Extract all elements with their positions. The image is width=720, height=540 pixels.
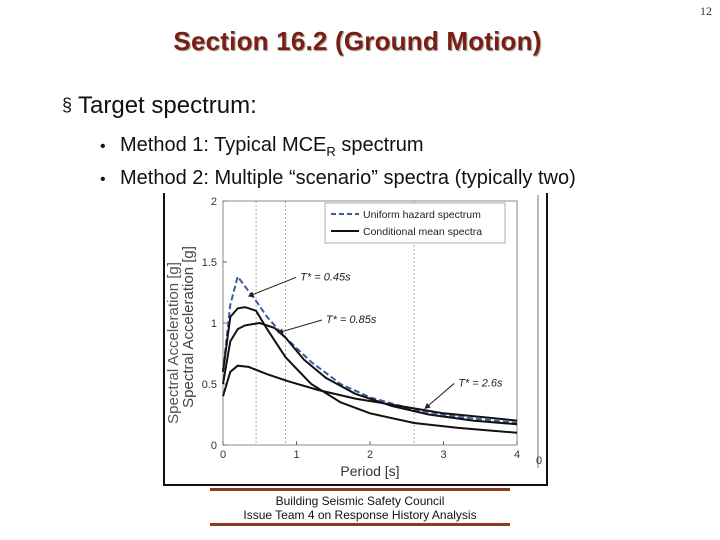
y-tick-label: 1	[211, 318, 217, 330]
spectrum-figure: 0 Spectral Acceleration [g] Spectral Acc…	[163, 193, 548, 486]
right-axis-tick-label: 0	[536, 455, 542, 467]
page-number: 12	[700, 4, 712, 18]
sub-bullet-method-2: • Method 2: Multiple “scenario” spectra (…	[100, 167, 576, 190]
legend-cms-label: Conditional mean spectra	[363, 226, 482, 238]
series-line-2	[222, 321, 518, 426]
annotation-arrow	[424, 383, 455, 410]
sub-bullet-2-text: Method 2: Multiple “scenario” spectra (t…	[120, 167, 576, 189]
series-line-1	[222, 306, 518, 434]
ticks-layer: 0 1 2 3 4 0 0.5 1 1.5 2	[202, 196, 520, 461]
sub-bullet-1-post: spectrum	[335, 134, 424, 156]
sub-bullet-1-pre: Method 1: Typical MCE	[120, 134, 327, 156]
tstar-annotation: T* = 0.45s	[247, 271, 351, 298]
spectrum-chart: 0 Spectral Acceleration [g] Spectral Acc…	[163, 193, 548, 486]
slide-title: Section 16.2 (Ground Motion)	[173, 26, 542, 56]
tstar-annotation: T* = 0.85s	[277, 314, 377, 335]
y-tick-label: 2	[211, 196, 217, 208]
tstar-annotation: T* = 2.6s	[424, 377, 503, 410]
annotation-label: T* = 2.6s	[458, 377, 503, 389]
main-bullet-text: Target spectrum:	[78, 92, 257, 119]
footer-line-1: Building Seismic Safety Council	[275, 494, 445, 508]
sub-bullet-dot: •	[100, 171, 106, 188]
y-axis-label-overlay: Spectral Acceleration [g]	[180, 246, 197, 408]
legend-box	[324, 202, 506, 244]
annotation-arrow	[277, 319, 323, 335]
series-line-3	[222, 364, 518, 422]
annotation-layer: T* = 0.45s T* = 0.85s T* = 2.6s	[247, 271, 503, 410]
x-tick-label: 1	[293, 449, 299, 461]
y-tick-label: 0.5	[202, 379, 217, 391]
main-bullet: § Target spectrum:	[62, 92, 257, 120]
sub-bullet-1-subscript: R	[326, 144, 336, 159]
sub-bullet-method-1: • Method 1: Typical MCER spectrum	[100, 134, 424, 159]
x-tick-label: 4	[514, 449, 520, 461]
annotation-label: T* = 0.85s	[326, 314, 377, 326]
legend-uhs-label: Uniform hazard spectrum	[363, 209, 481, 221]
x-axis-label: Period [s]	[340, 463, 399, 479]
x-tick-label: 0	[220, 449, 226, 461]
bullet-mark: §	[62, 95, 73, 115]
series-layer	[222, 274, 518, 434]
y-tick-label: 0	[211, 440, 217, 452]
annotation-arrow	[247, 276, 297, 298]
x-tick-label: 2	[367, 449, 373, 461]
x-tick-label: 3	[440, 449, 446, 461]
y-axis-label: Spectral Acceleration [g]	[165, 262, 182, 424]
y-tick-label: 1.5	[202, 257, 217, 269]
footer-line-2: Issue Team 4 on Response History Analysi…	[243, 508, 477, 522]
legend: Uniform hazard spectrum Conditional mean…	[324, 202, 506, 244]
sub-bullet-dot: •	[100, 138, 106, 155]
footer: Building Seismic Safety Council Issue Te…	[210, 488, 510, 526]
annotation-label: T* = 0.45s	[300, 271, 351, 283]
